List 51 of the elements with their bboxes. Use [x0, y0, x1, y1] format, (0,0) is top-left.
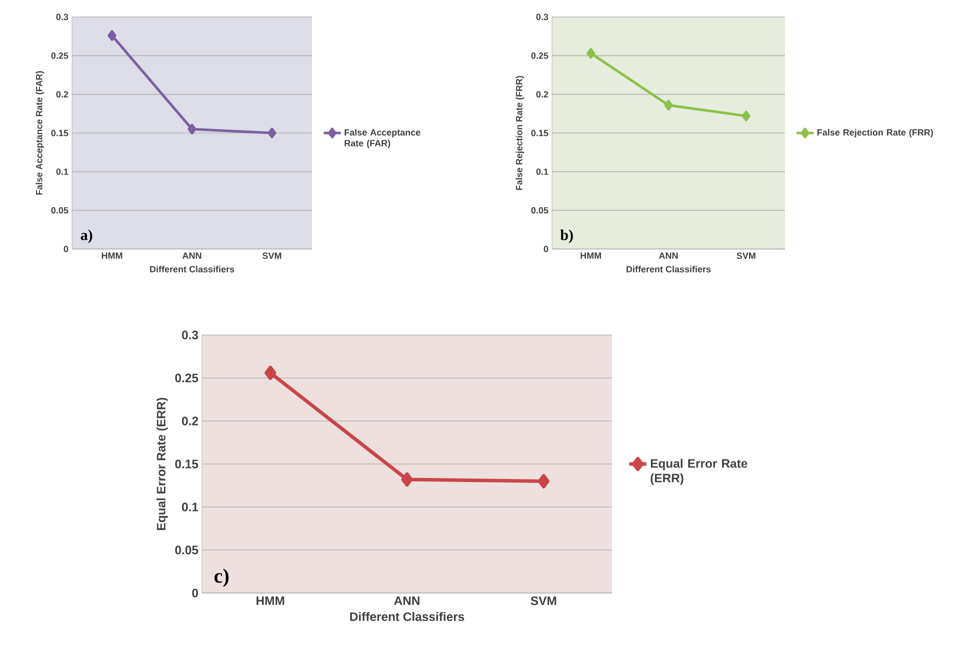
- legend-label: False Rejection Rate (FRR): [817, 128, 933, 138]
- annotation: c): [214, 568, 229, 587]
- annotation: b): [560, 230, 573, 244]
- y-tick-label: 0: [64, 246, 68, 252]
- x-tick-label: HMM: [580, 252, 601, 259]
- y-tick-label: 0.2: [536, 91, 548, 98]
- point: [108, 30, 116, 41]
- x-tick-label: HMM: [102, 252, 122, 259]
- y-tick-label: 0.15: [531, 130, 548, 136]
- x-tick-label: SVM: [530, 596, 556, 606]
- point: [268, 128, 276, 138]
- point: [586, 48, 596, 59]
- x-axis-title: Different Classifiers: [150, 266, 234, 272]
- x-tick-label: SVM: [736, 252, 756, 259]
- y-tick-label: 0.3: [536, 14, 548, 20]
- y-axis-title: False Rejection Rate (FRR): [516, 76, 524, 190]
- point: [742, 110, 750, 122]
- y-tick-label: 0: [192, 588, 198, 598]
- y-tick-label: 0: [544, 246, 548, 252]
- annotation: a): [80, 230, 92, 244]
- y-tick-label: 0.25: [531, 52, 548, 59]
- y-tick-label: 0.3: [56, 14, 68, 20]
- y-tick-label: 0.2: [56, 91, 68, 98]
- point: [538, 474, 550, 488]
- y-tick-label: 0.1: [536, 168, 548, 175]
- point: [664, 100, 673, 110]
- y-axis-title: False Acceptance Rate (FAR): [36, 71, 44, 195]
- x-tick-label: ANN: [658, 252, 678, 259]
- x-tick-label: SVM: [262, 252, 282, 259]
- point: [264, 366, 276, 380]
- x-tick-label: ANN: [394, 596, 420, 605]
- x-tick-label: ANN: [182, 252, 202, 259]
- y-tick-label: 0.2: [182, 416, 198, 426]
- y-tick-label: 0.05: [175, 546, 198, 554]
- y-tick-label: 0.1: [56, 168, 68, 175]
- y-tick-label: 0.05: [531, 207, 548, 214]
- y-tick-label: 0.05: [51, 207, 68, 214]
- y-tick-label: 0.15: [51, 130, 68, 136]
- x-tick-label: HMM: [256, 596, 284, 605]
- y-tick-label: 0.3: [182, 330, 198, 340]
- legend-label: False Acceptance Rate (FAR): [344, 128, 420, 148]
- y-axis-title: Equal Error Rate (ERR): [156, 398, 168, 530]
- y-tick-label: 0.25: [51, 52, 68, 59]
- point: [188, 124, 196, 134]
- y-tick-label: 0.25: [175, 374, 198, 382]
- legend-label: Equal Error Rate (ERR): [650, 458, 748, 485]
- x-axis-title: Different Classifiers: [350, 612, 464, 621]
- y-tick-label: 0.15: [175, 460, 198, 468]
- x-axis-title: Different Classifiers: [626, 266, 711, 272]
- y-tick-label: 0.1: [182, 502, 198, 512]
- point: [401, 472, 413, 487]
